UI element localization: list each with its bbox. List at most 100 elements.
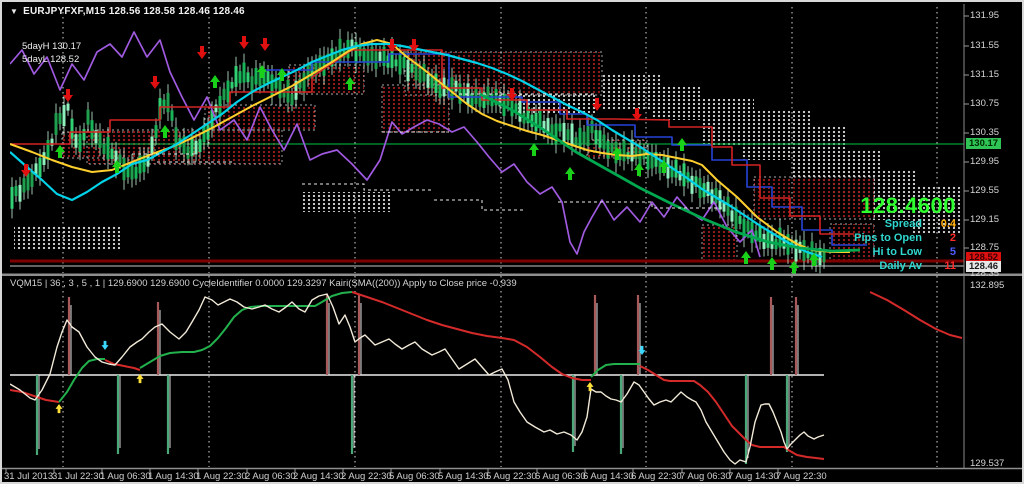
time-axis-label: 2 Aug 06:30	[245, 471, 296, 482]
buy-arrow-icon	[257, 65, 267, 78]
price-marker-128.46: 128.46	[966, 261, 1002, 272]
price-axis-label: 130.35	[970, 127, 1000, 138]
buy-arrow-icon	[112, 160, 122, 173]
cycle-line-red	[351, 291, 591, 381]
cycle-line-red	[10, 389, 60, 403]
price-axis-label: 131.15	[970, 69, 1000, 80]
time-axis-label: 7 Aug 14:30	[728, 471, 779, 482]
buy-arrow-icon	[55, 404, 63, 414]
time-axis-label: 2 Aug 22:30	[341, 471, 392, 482]
price-axis[interactable]: 131.95 131.55 131.15 130.75 130.35 129.95 129.…	[965, 2, 1022, 469]
time-axis[interactable]: 31 Jul 2013 31 Jul 22:30 1 Aug 06:30 1 Aug …	[2, 471, 1022, 482]
sell-arrow-icon	[507, 88, 517, 101]
time-axis-label: 6 Aug 22:30	[631, 471, 682, 482]
buy-arrow-icon	[277, 68, 287, 81]
ma-green-slow	[479, 92, 861, 253]
cycle-line-green	[58, 358, 105, 403]
buy-arrow-icon	[55, 145, 65, 158]
price-marker-128.52: 128.52	[966, 252, 1002, 263]
price-axis-label: 129.15	[970, 214, 1000, 225]
buy-arrow-icon	[767, 257, 777, 270]
sell-arrow-icon	[260, 38, 270, 51]
cycle-line-red	[869, 291, 963, 339]
current-price-display: 128.4600	[860, 193, 956, 218]
cycle-line-red	[639, 365, 825, 460]
upper-plot[interactable]	[10, 7, 964, 274]
five-day-high-label: 5dayH 130.17	[22, 41, 82, 52]
price-axis-label: 128.35	[970, 268, 1000, 279]
five-day-low-label: 5dayL 128.52	[22, 54, 80, 65]
buy-arrow-icon	[565, 167, 575, 180]
price-axis-label: 129.95	[970, 156, 1000, 167]
time-axis-label: 1 Aug 06:30	[100, 471, 151, 482]
time-axis-label: 31 Jul 2013	[4, 471, 54, 482]
price-axis-label: 131.55	[970, 40, 1000, 51]
quote-stats-panel: Spread 0.4 Pips to Open 2 Hi to Low 5 Daily Av…	[756, 217, 956, 273]
time-axis-label: 7 Aug 06:30	[680, 471, 731, 482]
zigzag-purple	[10, 31, 761, 258]
buy-arrow-icon	[345, 77, 355, 90]
quote-stat-label: Pips to Open	[854, 232, 922, 244]
indicator-axis-label: 129.537	[970, 458, 1005, 469]
quote-stat-row: Spread 0.4	[756, 217, 956, 231]
buy-arrow-icon	[659, 160, 669, 173]
buy-arrow-icon	[809, 253, 819, 266]
buy-arrow-icon	[210, 75, 220, 88]
price-axis-label: 129.55	[970, 185, 1000, 196]
chart-dropdown-icon[interactable]: ▼	[10, 7, 19, 16]
quote-stat-row: Pips to Open 2	[756, 231, 956, 245]
quote-stat-label: Hi to Low	[872, 246, 923, 258]
sell-arrow-icon	[638, 345, 646, 355]
quote-stat-label: Daily Av	[879, 260, 922, 272]
time-axis-label: 5 Aug 06:30	[389, 471, 440, 482]
sell-arrow-icon	[409, 39, 419, 52]
buy-arrow-icon	[634, 163, 644, 176]
sell-arrow-icon	[239, 36, 249, 49]
quote-stat-value: 2	[949, 232, 956, 244]
time-axis-label: 2 Aug 14:30	[293, 471, 344, 482]
price-axis-label: 128.75	[970, 242, 1000, 253]
time-axis-label: 6 Aug 14:30	[583, 471, 634, 482]
buy-arrow-icon	[160, 125, 170, 138]
sell-arrow-icon	[592, 98, 602, 111]
buy-arrow-icon	[529, 143, 539, 156]
chart-title-text: EURJPYFXF,M15 128.56 128.58 128.46 128.4…	[23, 6, 245, 17]
quote-stat-label: Spread	[884, 218, 922, 230]
time-axis-label: 6 Aug 06:30	[535, 471, 586, 482]
buy-arrow-icon	[586, 382, 594, 392]
kijun-blue	[264, 53, 867, 246]
buy-arrow-icon	[612, 147, 622, 160]
price-marker-130.17: 130.17	[966, 138, 1002, 149]
sell-arrow-icon	[21, 164, 31, 177]
quote-stat-row: Daily Av 11	[756, 259, 956, 273]
kijun-red	[10, 49, 854, 235]
sell-arrow-icon	[101, 340, 109, 350]
time-axis-label: 31 Jul 22:30	[52, 471, 104, 482]
quote-stat-value: 11	[944, 260, 956, 272]
sell-arrow-icon	[150, 76, 160, 89]
quote-stat-row: Hi to Low 5	[756, 245, 957, 259]
buy-arrow-icon	[789, 261, 799, 274]
cycle-line-green	[139, 291, 353, 369]
price-axis-label: 131.95	[970, 10, 1000, 21]
buy-arrow-icon	[677, 138, 687, 151]
quote-stat-value: 0.4	[940, 218, 956, 230]
sell-arrow-icon	[197, 46, 207, 59]
sell-arrow-icon	[632, 108, 642, 121]
quote-stat-value: 5	[949, 246, 956, 258]
time-axis-label: 1 Aug 22:30	[196, 471, 247, 482]
cycle-line-green	[590, 363, 640, 378]
time-axis-label: 1 Aug 14:30	[148, 471, 199, 482]
lower-plot[interactable]	[10, 276, 963, 467]
indicator-window-title: VQM15 | 36 , 3 , 5 , 1 | 129.6900 129.69…	[10, 278, 517, 289]
kairi-line	[10, 293, 825, 465]
buy-arrow-icon	[741, 251, 751, 264]
time-axis-label: 7 Aug 22:30	[776, 471, 827, 482]
time-axis-label: 5 Aug 22:30	[486, 471, 537, 482]
time-axis-label: 5 Aug 14:30	[438, 471, 489, 482]
buy-arrow-icon	[136, 374, 144, 384]
indicator-axis-label: 132.895	[970, 280, 1005, 291]
chart-title-bar: ▼ EURJPYFXF,M15 128.56 128.58 128.46 128.…	[10, 6, 245, 17]
